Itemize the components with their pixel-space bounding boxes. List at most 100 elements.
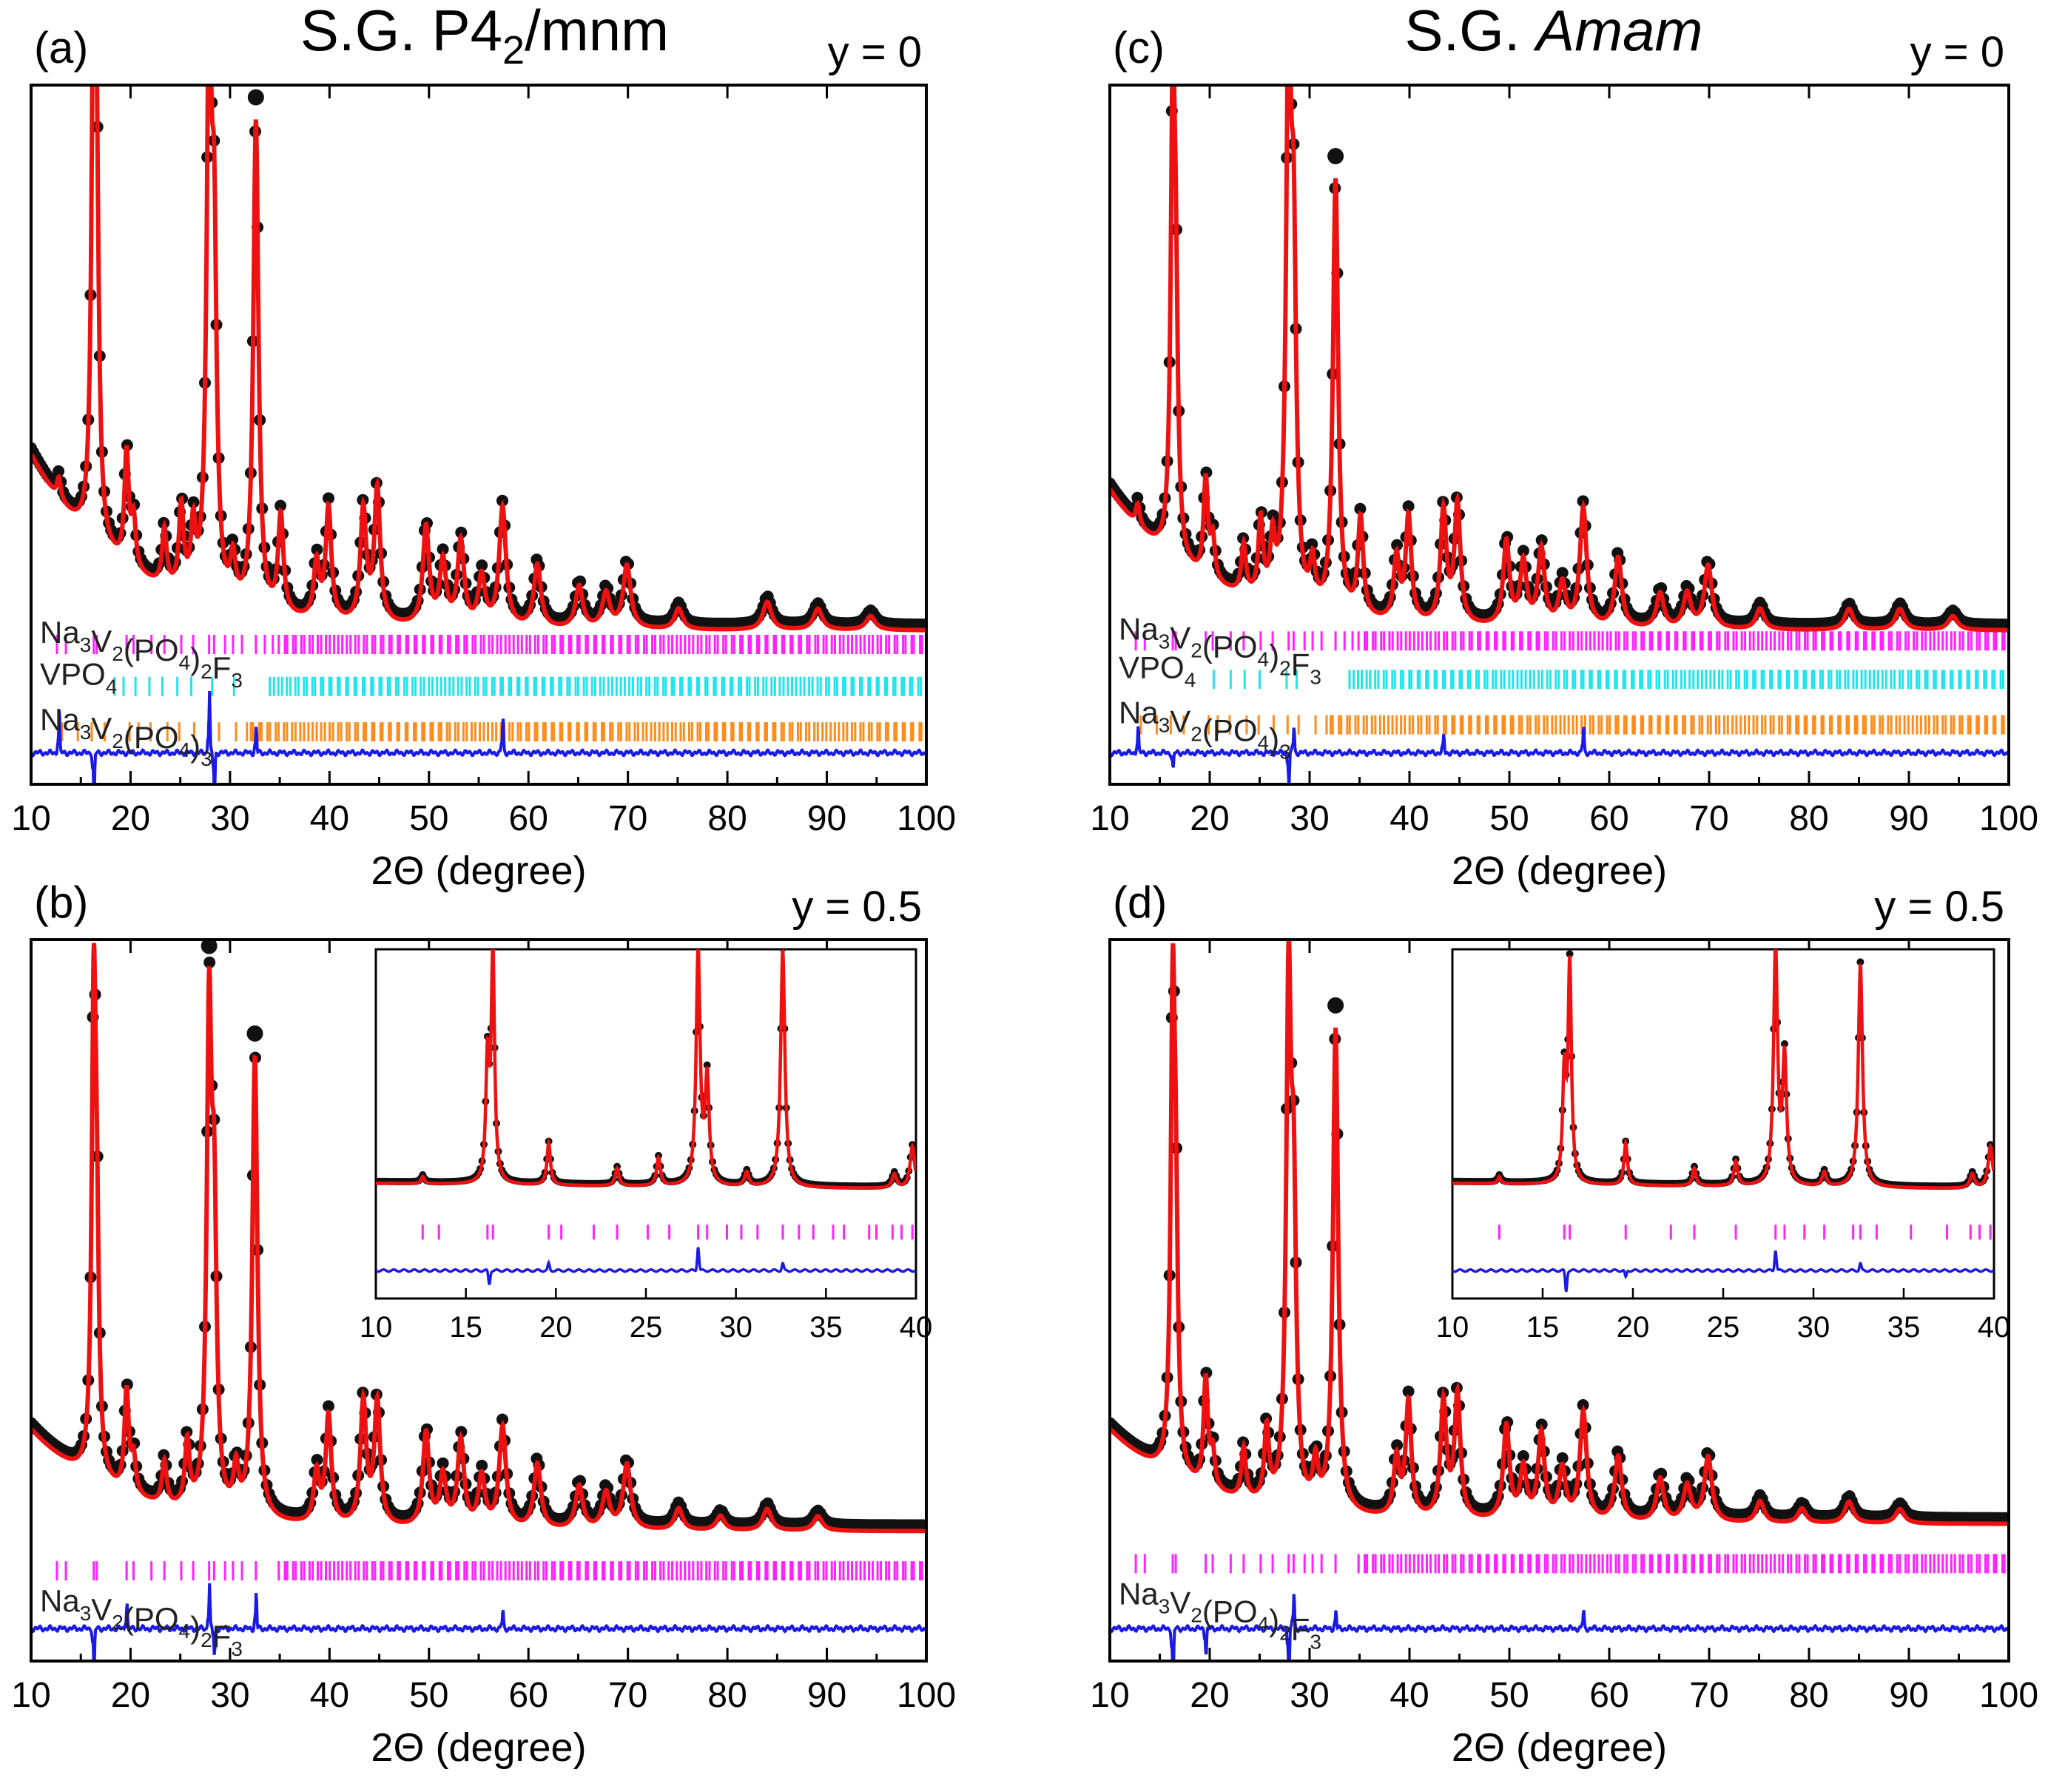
inset-x-tick-label: 35 bbox=[1887, 1311, 1921, 1344]
x-tick-label: 80 bbox=[707, 1676, 747, 1715]
label-sub: 3 bbox=[1279, 741, 1291, 764]
x-tick-label: 10 bbox=[11, 1676, 50, 1715]
label-sub: 3 bbox=[1159, 714, 1170, 737]
x-tick-label: 90 bbox=[1889, 1676, 1928, 1715]
observed-point bbox=[274, 499, 287, 512]
x-tick-label: 80 bbox=[707, 799, 747, 838]
observed-point bbox=[1556, 1452, 1569, 1464]
inset-x-tick-label: 35 bbox=[809, 1311, 843, 1344]
inset-x-tick-label: 30 bbox=[719, 1311, 752, 1344]
label-part: V bbox=[91, 1592, 112, 1627]
label-sub: 3 bbox=[1310, 1630, 1321, 1653]
plot-area-a bbox=[31, 85, 926, 784]
inset-difference-curve bbox=[376, 1247, 916, 1285]
plot-area-c bbox=[1110, 85, 2009, 784]
label-sub: 4 bbox=[179, 651, 191, 674]
label-sub: 2 bbox=[1190, 723, 1202, 746]
observed-point bbox=[2002, 1512, 2009, 1524]
inset-d: 10 15 20 25 30 35 40 bbox=[1436, 917, 2010, 1344]
phase-ticks-Na3V2(PO4)2F3 bbox=[55, 1561, 923, 1581]
x-tick-label: 60 bbox=[509, 799, 548, 838]
label-part: F bbox=[1291, 1611, 1310, 1646]
inset-peak-marker bbox=[1771, 917, 1781, 927]
label-part: (PO bbox=[1202, 713, 1258, 748]
observed-point bbox=[437, 1457, 449, 1469]
label-sub: 3 bbox=[1159, 630, 1170, 653]
phase-ticks-VPO4 bbox=[1212, 670, 2009, 690]
phase-label-VPO4: VPO4 bbox=[40, 657, 117, 698]
observed-points bbox=[1110, 85, 2009, 631]
x-tick-label: 30 bbox=[210, 799, 249, 838]
inset-calculated-curve bbox=[1452, 949, 1994, 1190]
x-tick-label: 100 bbox=[897, 799, 956, 838]
x-axis-label: 2Θ (degree) bbox=[371, 849, 586, 893]
observed-point bbox=[1402, 1385, 1415, 1398]
inset-phase-ticks bbox=[1498, 1225, 1992, 1240]
inset-x-ticks bbox=[1451, 1288, 1995, 1298]
inset-b: 10 15 20 25 30 35 40 bbox=[360, 948, 933, 1344]
calculated-curve bbox=[1110, 940, 2009, 1526]
label-part: (PO bbox=[124, 1601, 179, 1636]
x-tick-label: 10 bbox=[1090, 1676, 1129, 1715]
plot-area-b bbox=[31, 940, 926, 1661]
observed-point bbox=[1354, 502, 1367, 515]
inset-x-tick-label: 10 bbox=[360, 1311, 393, 1344]
label-sub: 3 bbox=[1159, 1594, 1170, 1617]
observed-point bbox=[1391, 539, 1404, 551]
label-part: Na bbox=[40, 1583, 80, 1618]
phase-ticks-Na3V2(PO4)2F3 bbox=[1134, 1554, 2006, 1574]
x-tick-label: 50 bbox=[1489, 1676, 1529, 1715]
x-tick-label: 60 bbox=[1589, 799, 1628, 838]
label-sub: 2 bbox=[1190, 1603, 1202, 1626]
label-sub: 3 bbox=[201, 747, 212, 770]
phase-label-Na3V2(PO4)2F3: Na3V2(PO4)2F3 bbox=[1119, 611, 1321, 688]
observed-point bbox=[203, 956, 216, 969]
label-part: (PO bbox=[124, 720, 179, 755]
label-part: Na bbox=[1119, 1576, 1159, 1611]
peak-marker bbox=[1281, 908, 1297, 924]
label-part: ) bbox=[1269, 1603, 1279, 1637]
x-tick-label: 50 bbox=[1489, 799, 1529, 838]
title-right: S.G. Amam bbox=[1404, 0, 1702, 63]
inset-x-tick-label: 40 bbox=[900, 1311, 933, 1344]
x-tick-label: 100 bbox=[897, 1676, 956, 1715]
label-sub: 3 bbox=[80, 1602, 92, 1625]
title-left: S.G. P42/mnm bbox=[300, 0, 669, 73]
peak-marker bbox=[1327, 997, 1344, 1014]
observed-point bbox=[437, 543, 449, 556]
calculated-curve bbox=[1110, 85, 2009, 633]
label-sub: 4 bbox=[1258, 647, 1270, 670]
phase-ticks-Na3V2(PO4)2F3 bbox=[1134, 631, 2006, 651]
label-part: F bbox=[212, 1619, 232, 1654]
x-tick-label: 100 bbox=[1979, 1676, 2038, 1715]
x-ticks bbox=[30, 85, 928, 784]
panel-label: (a) bbox=[34, 23, 88, 73]
label-part: V bbox=[1170, 620, 1190, 655]
x-tick-label: 40 bbox=[1390, 799, 1429, 838]
label-part: Na bbox=[40, 702, 80, 737]
x-tick-label: 10 bbox=[11, 799, 50, 838]
observed-point bbox=[187, 496, 200, 508]
label-sub: 2 bbox=[112, 642, 124, 665]
observed-point bbox=[1556, 567, 1569, 579]
plot-area-d bbox=[1110, 908, 2009, 1661]
x-tick-label: 40 bbox=[310, 1676, 349, 1715]
difference-curve bbox=[31, 1583, 926, 1661]
inset-observed-point bbox=[1566, 950, 1574, 958]
peak-marker bbox=[247, 89, 264, 106]
label-part: (PO bbox=[124, 633, 179, 667]
label-part: V bbox=[91, 624, 112, 658]
composition-label: y = 0.5 bbox=[1874, 883, 2004, 931]
x-tick-label: 50 bbox=[409, 1676, 448, 1715]
phase-label-VPO4: VPO4 bbox=[1119, 650, 1196, 691]
inset-x-tick-label: 25 bbox=[1707, 1311, 1740, 1344]
inset-phase-ticks bbox=[421, 1225, 914, 1240]
label-part: Na bbox=[40, 615, 80, 650]
label-sub: 4 bbox=[1258, 1612, 1270, 1635]
x-tick-label: 50 bbox=[409, 799, 448, 838]
observed-point bbox=[1517, 545, 1529, 557]
label-sub: 3 bbox=[231, 1637, 243, 1660]
inset-plot bbox=[1452, 917, 1994, 1293]
